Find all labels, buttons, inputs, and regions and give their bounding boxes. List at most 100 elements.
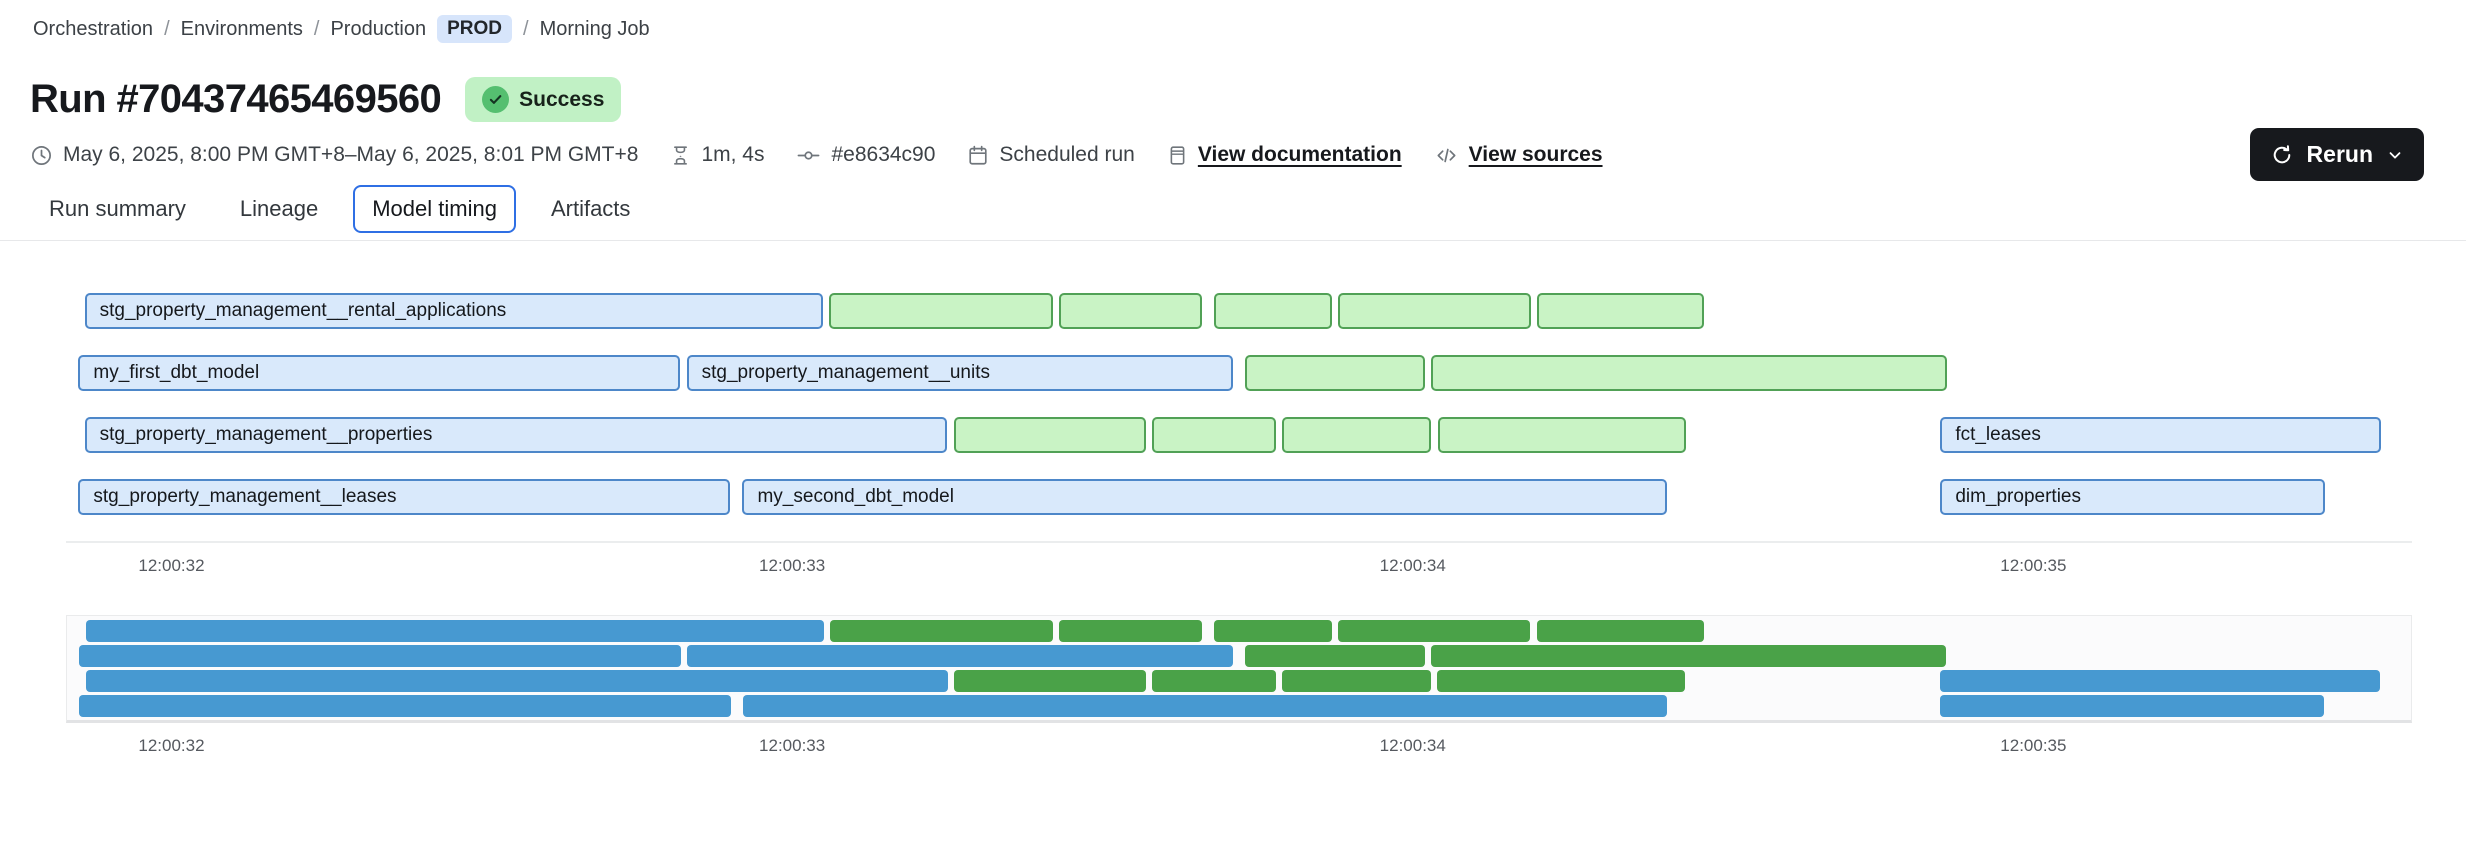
axis-tick: 12:00:34 [1379, 556, 1446, 575]
duration-label: 1m, 4s [701, 143, 765, 166]
gantt-bar[interactable] [1059, 293, 1202, 329]
tab-bar: Run summary Lineage Model timing Artifac… [0, 185, 2466, 241]
gantt-bar-label: my_second_dbt_model [757, 486, 954, 507]
gantt-bar[interactable] [1536, 293, 1705, 329]
gantt-bar[interactable] [1282, 417, 1432, 453]
status-badge: Success [465, 77, 622, 122]
minimap-row [67, 695, 2411, 717]
trigger-label: Scheduled run [999, 143, 1135, 166]
trigger: Scheduled run [967, 143, 1135, 167]
hourglass-icon [670, 144, 691, 167]
tab-run-summary[interactable]: Run summary [49, 196, 186, 221]
minimap-bar [1437, 670, 1686, 692]
breadcrumb: Orchestration / Environments / Productio… [0, 0, 2466, 43]
gantt-bar[interactable]: fct_leases [1940, 417, 2381, 453]
gantt-bar[interactable] [1152, 417, 1277, 453]
rerun-button-label: Rerun [2306, 141, 2373, 167]
breadcrumb-environments[interactable]: Environments [180, 17, 303, 40]
axis-tick: 12:00:34 [1379, 736, 1446, 755]
gantt-row: my_first_dbt_model stg_property_managemen… [66, 355, 2412, 391]
model-timing-chart: stg_property_management__rental_applicat… [66, 293, 2412, 765]
header: Run #70437465469560 Success [30, 77, 2466, 122]
axis-tick: 12:00:33 [759, 556, 826, 575]
minimap-bar [1338, 620, 1531, 642]
axis-tick: 12:00:35 [2000, 556, 2067, 575]
gantt-bar-label: my_first_dbt_model [93, 362, 260, 383]
gantt-bar[interactable]: my_first_dbt_model [78, 355, 681, 391]
gantt-bar-label: stg_property_management__leases [93, 486, 397, 507]
minimap-bar [85, 670, 948, 692]
gantt-row: stg_property_management__rental_applicat… [66, 293, 2412, 329]
tab-lineage[interactable]: Lineage [239, 196, 319, 221]
environment-badge: PROD [437, 15, 512, 43]
commit-label[interactable]: #e8634c90 [831, 143, 936, 166]
gantt-bar[interactable]: stg_property_management__units [686, 355, 1233, 391]
minimap-row [67, 645, 2411, 667]
minimap-bar [1152, 670, 1277, 692]
gantt-bar-label: stg_property_management__properties [99, 424, 433, 445]
gantt-bar[interactable]: my_second_dbt_model [742, 479, 1668, 515]
page-title: Run #70437465469560 [30, 77, 442, 121]
clock-icon [30, 144, 53, 167]
run-meta: May 6, 2025, 8:00 PM GMT+8–May 6, 2025, … [30, 143, 2466, 167]
gantt-bar[interactable] [1245, 355, 1426, 391]
time-range: May 6, 2025, 8:00 PM GMT+8–May 6, 2025, … [30, 143, 638, 167]
gantt-bar[interactable] [1214, 293, 1333, 329]
git-commit-icon [796, 144, 821, 167]
breadcrumb-production[interactable]: Production [330, 17, 427, 40]
gantt-bar[interactable]: stg_property_management__properties [84, 417, 948, 453]
minimap-bar [85, 620, 824, 642]
breadcrumb-separator: / [523, 17, 529, 40]
gantt-bar-label: stg_property_management__units [701, 362, 990, 383]
gantt-bar[interactable]: dim_properties [1940, 479, 2326, 515]
view-sources-link[interactable]: View sources [1434, 143, 1603, 167]
gantt-plot: stg_property_management__rental_applicat… [66, 293, 2412, 543]
minimap-bar [687, 645, 1233, 667]
gantt-bar[interactable] [829, 293, 1053, 329]
minimap-bar [1431, 645, 1946, 667]
view-sources-label[interactable]: View sources [1468, 143, 1603, 166]
minimap-bar [1536, 620, 1705, 642]
breadcrumb-separator: / [164, 17, 170, 40]
gantt-bar[interactable] [1338, 293, 1531, 329]
refresh-icon [2270, 143, 2294, 167]
axis-tick: 12:00:32 [138, 556, 205, 575]
timeline-minimap[interactable] [66, 615, 2412, 723]
gantt-time-axis: 12:00:32 12:00:33 12:00:34 12:00:35 [66, 543, 2412, 585]
chevron-down-icon[interactable] [2386, 146, 2404, 164]
view-documentation-link[interactable]: View documentation [1167, 143, 1402, 167]
book-icon [1167, 144, 1188, 167]
axis-tick: 12:00:32 [138, 736, 205, 755]
minimap-time-axis: 12:00:32 12:00:33 12:00:34 12:00:35 [66, 723, 2412, 765]
gantt-row: stg_property_management__properties fct_l… [66, 417, 2412, 453]
gantt-bar-label: dim_properties [1955, 486, 2081, 507]
code-icon [1434, 144, 1459, 167]
gantt-bar[interactable]: stg_property_management__rental_applicat… [84, 293, 824, 329]
minimap-bar [1059, 620, 1202, 642]
gantt-bar-label: stg_property_management__rental_applicat… [99, 300, 507, 321]
breadcrumb-orchestration[interactable]: Orchestration [33, 17, 154, 40]
minimap-bar [1939, 695, 2325, 717]
rerun-button[interactable]: Rerun [2249, 128, 2424, 181]
duration: 1m, 4s [670, 143, 764, 167]
minimap-bar [1214, 620, 1332, 642]
gantt-bar[interactable]: stg_property_management__leases [78, 479, 731, 515]
minimap-row [67, 670, 2411, 692]
minimap-bar [79, 695, 731, 717]
gantt-bar[interactable] [953, 417, 1146, 453]
check-circle-icon [482, 86, 510, 113]
tab-artifacts[interactable]: Artifacts [550, 196, 631, 221]
minimap-row [67, 620, 2411, 642]
gantt-bar[interactable] [1431, 355, 1947, 391]
minimap-bar [1939, 670, 2380, 692]
gantt-bar[interactable] [1437, 417, 1686, 453]
tab-model-timing[interactable]: Model timing [353, 185, 516, 233]
gantt-bar-label: fct_leases [1955, 424, 2041, 445]
breadcrumb-separator: / [313, 17, 320, 40]
view-documentation-label[interactable]: View documentation [1197, 143, 1402, 166]
breadcrumb-morning-job[interactable]: Morning Job [539, 17, 650, 40]
minimap-bar [1282, 670, 1432, 692]
calendar-icon [967, 144, 989, 167]
axis-tick: 12:00:33 [759, 736, 826, 755]
